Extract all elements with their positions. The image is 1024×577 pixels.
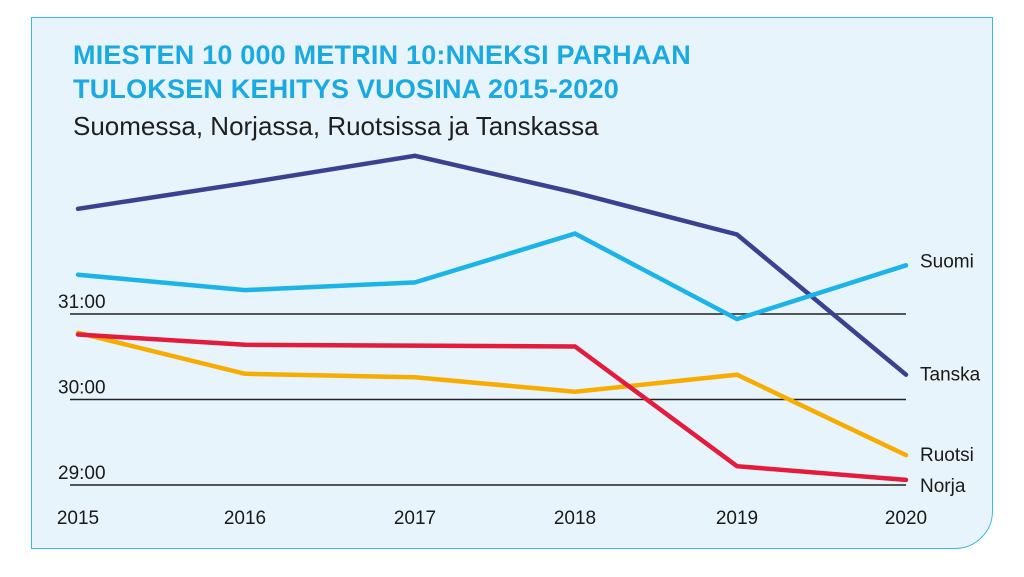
chart-subtitle: Suomessa, Norjassa, Ruotsissa ja Tanskas… [73, 111, 599, 141]
chart-title-line1: MIESTEN 10 000 METRIN 10:NNEKSI PARHAAN [73, 40, 691, 70]
series-label-suomi: Suomi [920, 251, 974, 272]
x-tick-label-2020: 2020 [885, 508, 927, 529]
series-lines [75, 153, 909, 483]
y-tick-label-31-00: 31:00 [58, 292, 106, 313]
series-label-ruotsi: Ruotsi [920, 445, 974, 466]
x-tick-label-2017: 2017 [394, 508, 436, 529]
series-line-suomi [75, 231, 909, 322]
series-label-tanska: Tanska [920, 365, 981, 386]
gridlines [70, 313, 906, 486]
chart-labels: 29:00 30:00 31:00 2015 2016 2017 2018 2019 2020 T… [57, 251, 981, 529]
series-label-norja: Norja [920, 476, 966, 497]
y-tick-label-29-00: 29:00 [58, 463, 106, 484]
y-tick-label-30-00: 30:00 [58, 378, 106, 399]
series-line-ruotsi [75, 330, 909, 458]
series-line-tanska [75, 153, 909, 377]
x-tick-label-2016: 2016 [224, 508, 266, 529]
chart-title-line2: TULOKSEN KEHITYS VUOSINA 2015-2020 [73, 74, 619, 104]
series-line-norja [75, 332, 909, 483]
x-tick-label-2018: 2018 [554, 508, 596, 529]
x-tick-label-2015: 2015 [57, 508, 99, 529]
x-tick-label-2019: 2019 [716, 508, 758, 529]
